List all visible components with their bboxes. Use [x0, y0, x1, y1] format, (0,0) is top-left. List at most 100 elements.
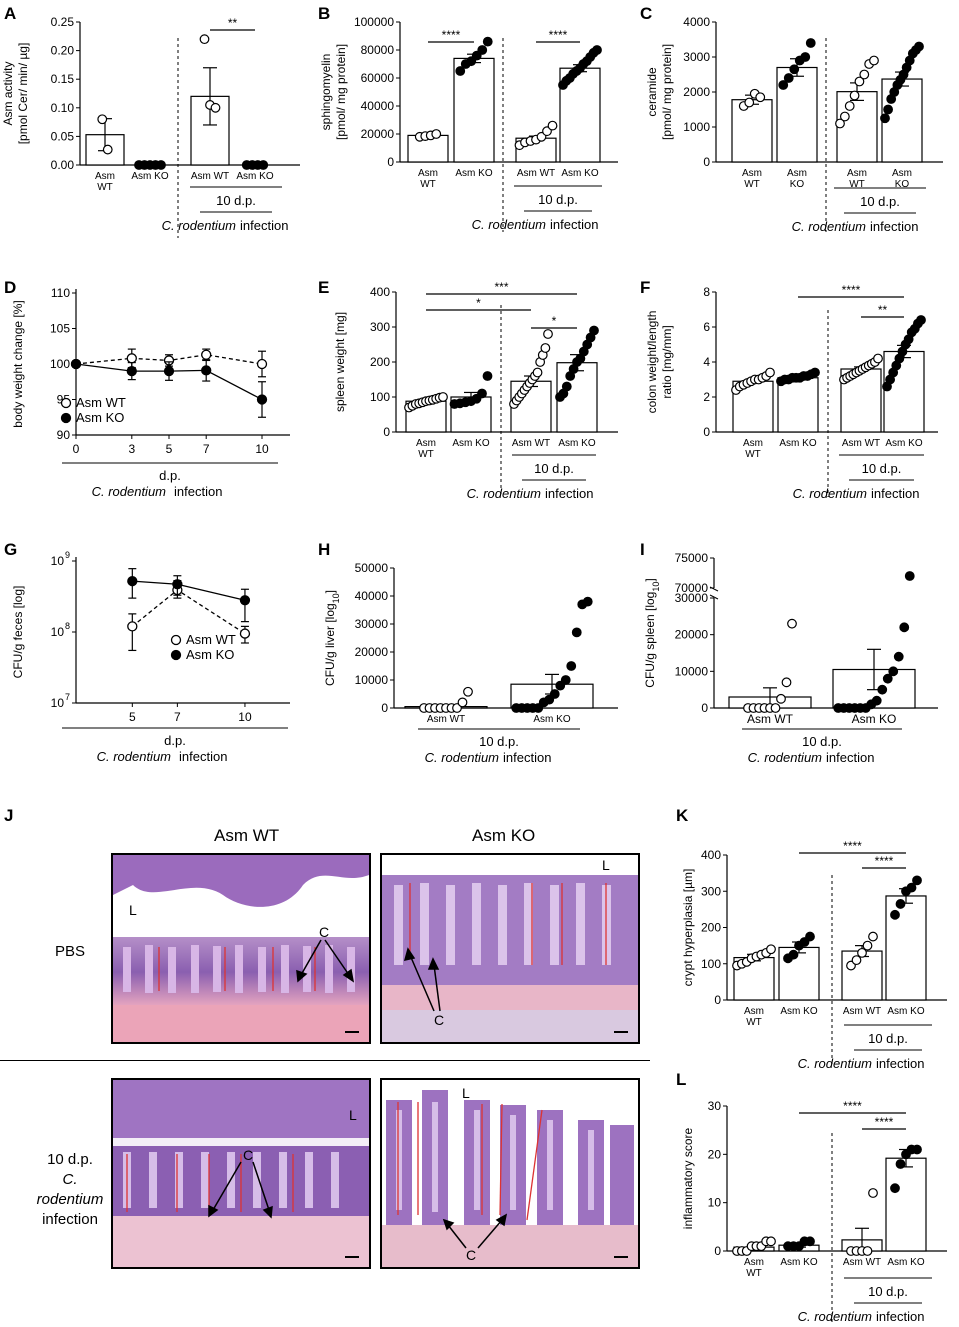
- group-label: Asm KO: [887, 1006, 924, 1017]
- y-axis-label: crypt hyperplasia [µm]: [681, 869, 695, 987]
- group-label: Asm KO: [852, 712, 897, 726]
- infection-time-label: 10 d.p.: [802, 734, 842, 749]
- data-point: [869, 55, 879, 66]
- data-point: [201, 349, 212, 360]
- data-point: [256, 358, 268, 370]
- group-label: Asm KO: [558, 438, 595, 449]
- data-point: [239, 595, 251, 606]
- data-point: [873, 353, 883, 364]
- y-tick-label: 20000: [355, 645, 389, 659]
- infection-organism-label: C. rodentium: [792, 219, 867, 234]
- significance-label: ****: [442, 28, 461, 42]
- y-axis-label: CFU/g liver [log10]: [323, 590, 341, 686]
- infection-word-label: infection: [876, 1309, 924, 1324]
- y-axis-label-end: ]: [323, 590, 337, 593]
- histo-wt-pbs-crypt-marker: C: [319, 924, 329, 940]
- histo-wt-pbs-drawing: L C: [113, 855, 369, 1042]
- y-tick-label: 30: [708, 1099, 722, 1113]
- y-axis-label: inflammatory score: [681, 1128, 695, 1230]
- group-label: Asm KO: [779, 438, 816, 449]
- data-point: [862, 940, 873, 951]
- data-point: [766, 1236, 776, 1247]
- data-point: [906, 882, 917, 893]
- y-axis-label-subscript: 10: [331, 593, 341, 603]
- significance-label: **: [878, 303, 888, 317]
- y-tick-label: 10000: [355, 673, 389, 687]
- infection-word-label: infection: [870, 219, 918, 234]
- data-point: [862, 1246, 873, 1256]
- data-point: [239, 628, 251, 639]
- y-tick-label: 0.00: [51, 158, 75, 172]
- histo-image-ko-pbs: L C: [380, 853, 640, 1044]
- group-label: Asm KO: [533, 714, 570, 725]
- data-point: [560, 675, 571, 685]
- x-axis-label: d.p.: [159, 468, 181, 483]
- data-point: [912, 1144, 922, 1155]
- data-point: [547, 120, 558, 131]
- data-point: [582, 596, 593, 607]
- panel-letter-g: G: [4, 540, 18, 559]
- y-tick-label: 0.05: [51, 129, 75, 143]
- group-label: WT: [418, 449, 434, 460]
- y-tick-label: 30000: [675, 591, 709, 605]
- significance-label: ****: [875, 854, 894, 868]
- infection-time-label: 10 d.p.: [868, 1031, 908, 1046]
- panel-letter-h: H: [318, 540, 331, 559]
- chart-d-body-weight: 9095100105110035710body weight change [%…: [11, 286, 290, 499]
- data-point: [781, 677, 792, 688]
- infection-word-label: infection: [240, 218, 288, 233]
- y-tick-label: 0: [701, 701, 708, 715]
- significance-label: ****: [842, 283, 861, 297]
- data-point: [97, 114, 108, 125]
- infection-organism-label: C. rodentium: [748, 750, 823, 765]
- significance-label: *: [476, 296, 481, 310]
- y-tick-label: 10: [51, 625, 65, 639]
- group-label: Asm: [743, 438, 763, 449]
- legend-label: Asm WT: [76, 395, 126, 410]
- y-tick-label: 10000: [675, 664, 709, 678]
- data-point: [914, 41, 924, 52]
- infection-organism-label: C. rodentium: [92, 484, 167, 499]
- significance-label: ****: [549, 28, 568, 42]
- significance-label: **: [228, 16, 238, 30]
- chart-a-asm-activity: 0.00 0.05 0.10 0.15 0.20 0.25 Asm activity [pmo…: [1, 15, 300, 238]
- infection-word-label: infection: [545, 486, 593, 501]
- histo-image-wt-infection: L C: [111, 1078, 371, 1269]
- group-label: Asm KO: [885, 438, 922, 449]
- group-label: Asm WT: [512, 438, 550, 449]
- y-axis-label: sphingomyelin: [319, 54, 333, 131]
- y-tick-label: 100: [370, 390, 390, 404]
- infection-word-label: infection: [871, 486, 919, 501]
- data-point: [431, 129, 442, 139]
- data-point: [805, 931, 815, 942]
- data-point: [899, 622, 910, 633]
- group-label: Asm: [416, 438, 436, 449]
- chart-k-crypt-hyperplasia: 0 100 200 300 400 crypt hyperplasia [µm] AsmWT…: [681, 839, 947, 1071]
- data-point: [904, 571, 915, 581]
- histo-ko-pbs-lumen-marker: L: [602, 857, 610, 873]
- panel-letter-j: J: [4, 806, 14, 825]
- chart-h-cfu-liver: 0 10000 20000 30000 40000 50000 CFU/g liver [l…: [323, 561, 618, 765]
- data-point: [543, 329, 553, 339]
- y-axis-label-subscript: 10: [651, 582, 661, 592]
- chart-c-ceramide: 0 1000 2000 3000 4000 ceramide [pmol/ mg prote…: [645, 15, 943, 234]
- infection-organism-label: C. rodentium: [472, 217, 547, 232]
- y-tick-label: 0.20: [51, 44, 75, 58]
- group-label: Asm: [787, 168, 807, 179]
- legend-marker: [60, 397, 72, 409]
- group-label: Asm WT: [191, 171, 229, 182]
- histo-image-ko-infection: L C: [380, 1078, 640, 1269]
- data-point: [800, 52, 811, 62]
- y-tick-exponent: 8: [65, 621, 70, 631]
- y-tick-label: 80000: [361, 43, 395, 57]
- data-point: [893, 651, 904, 662]
- data-point: [788, 949, 799, 960]
- y-tick-label: 300: [701, 884, 721, 898]
- bar: [190, 95, 230, 166]
- y-tick-label: 8: [703, 285, 710, 299]
- infection-time-label: 10 d.p.: [534, 461, 574, 476]
- infection-word-label: infection: [550, 217, 598, 232]
- group-label: Asm: [95, 171, 115, 182]
- x-tick-label: 10: [255, 442, 269, 456]
- data-point: [776, 693, 786, 704]
